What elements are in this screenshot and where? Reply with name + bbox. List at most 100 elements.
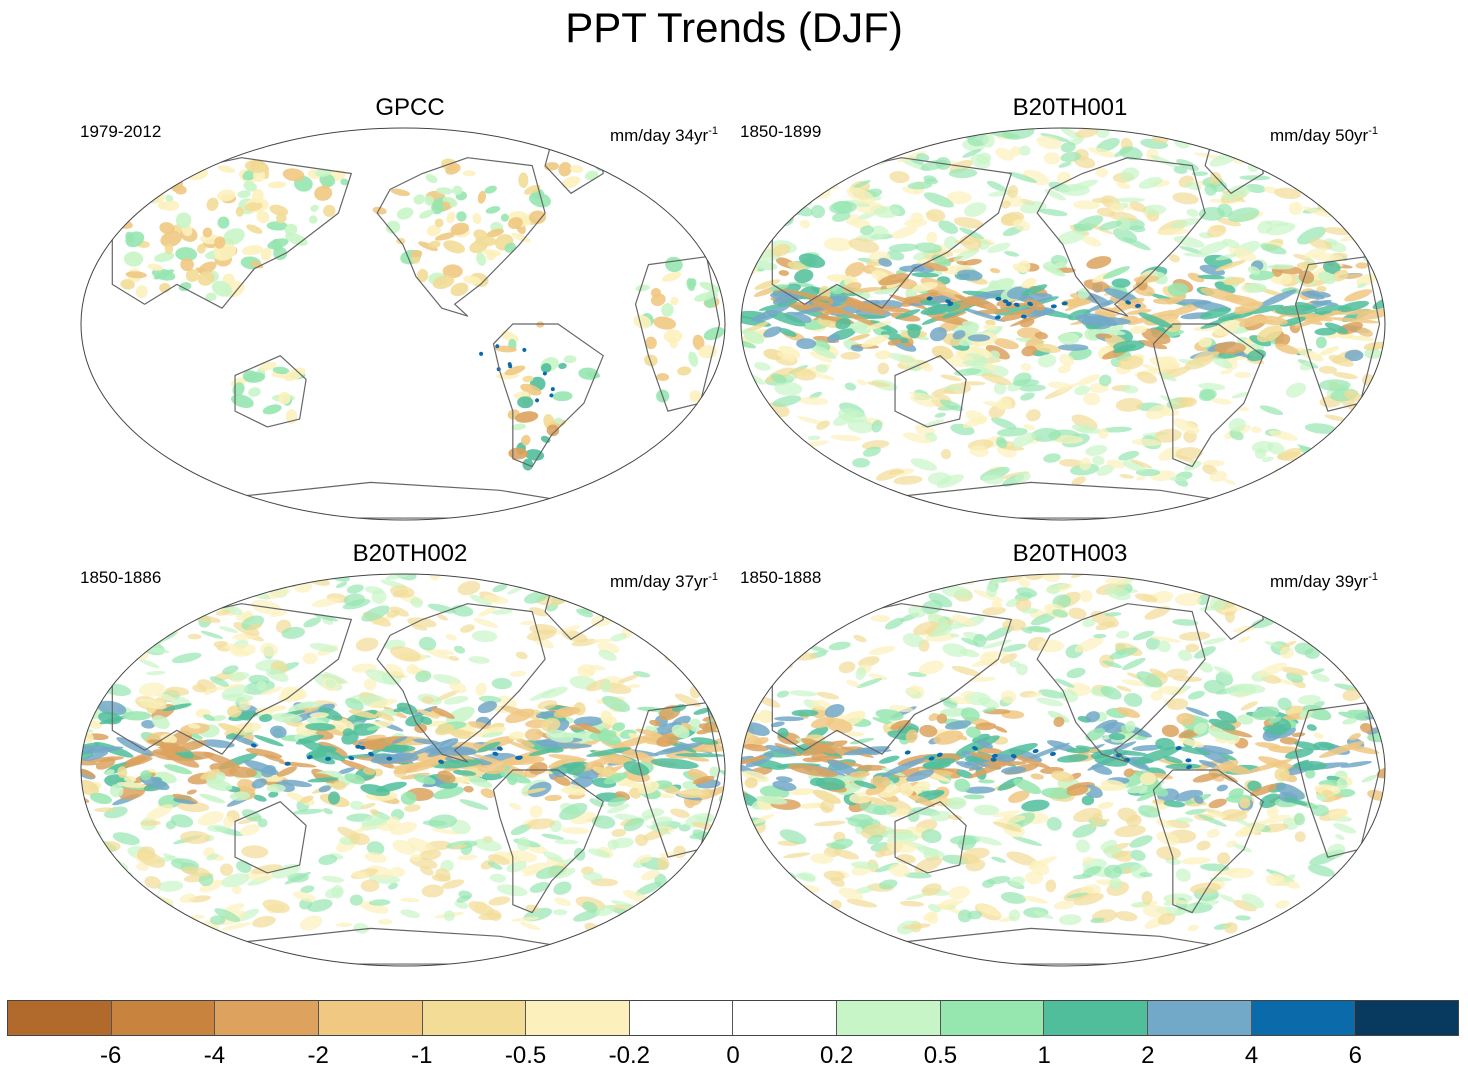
trend-patch	[1209, 597, 1225, 611]
trend-patch	[1044, 265, 1066, 277]
trend-patch	[157, 201, 168, 210]
colorbar-swatch	[526, 1001, 630, 1035]
panel-title: B20TH002	[352, 540, 468, 567]
trend-patch	[1203, 679, 1226, 694]
trend-patch	[1259, 405, 1284, 416]
trend-patch	[1114, 197, 1146, 203]
trend-patch	[744, 777, 758, 789]
trend-patch	[1275, 900, 1290, 909]
trend-patch	[677, 366, 692, 376]
trend-patch	[1357, 192, 1385, 200]
trend-patch	[591, 815, 616, 829]
trend-patch	[806, 598, 819, 604]
trend-patch	[1057, 364, 1072, 374]
trend-patch	[1109, 647, 1138, 660]
trend-patch	[1366, 620, 1385, 635]
trend-patch	[799, 219, 811, 229]
trend-patch	[780, 144, 805, 159]
trend-patch	[1056, 754, 1089, 763]
trend-patch	[1298, 270, 1315, 284]
trend-patch	[1208, 759, 1239, 776]
trend-patch	[310, 204, 319, 212]
trend-patch	[199, 793, 226, 804]
trend-patch	[953, 248, 980, 262]
trend-patch	[957, 269, 983, 281]
trend-patch	[936, 752, 943, 757]
trend-patch	[259, 361, 277, 371]
trend-patch	[1208, 798, 1227, 809]
trend-patch	[936, 713, 948, 724]
trend-patch	[1223, 187, 1252, 201]
trend-patch	[111, 905, 124, 919]
trend-patch	[321, 875, 345, 883]
trend-patch	[1173, 165, 1188, 174]
trend-patch	[891, 225, 918, 239]
trend-patch	[1309, 238, 1333, 250]
trend-patch	[799, 872, 816, 881]
trend-patch	[1000, 200, 1011, 209]
trend-patch	[424, 195, 434, 206]
trend-patch	[152, 594, 169, 602]
trend-patch	[139, 658, 160, 669]
trend-patch	[1095, 167, 1109, 178]
trend-patch	[1200, 863, 1230, 872]
trend-patch	[1350, 894, 1363, 900]
trend-patch	[98, 920, 122, 934]
trend-patch	[368, 751, 374, 757]
trend-patch	[1316, 793, 1327, 802]
trend-patch	[1021, 284, 1048, 296]
trend-patch	[352, 871, 368, 879]
trend-patch	[888, 705, 914, 712]
trend-patch	[487, 854, 510, 866]
trend-patch	[857, 142, 869, 153]
trend-patch	[940, 374, 962, 382]
trend-patch	[623, 817, 645, 832]
trend-patch	[1280, 666, 1309, 676]
trend-patch	[1057, 344, 1089, 351]
trend-patch	[1165, 763, 1201, 770]
trend-patch	[690, 636, 702, 642]
trend-patch	[136, 863, 149, 871]
trend-patch	[1202, 900, 1220, 906]
trend-patch	[211, 715, 227, 722]
trend-patch	[431, 200, 444, 215]
trend-patch	[429, 574, 440, 581]
trend-patch	[1349, 889, 1374, 901]
trend-patch	[832, 201, 853, 213]
trend-patch	[244, 201, 263, 212]
trend-patch	[1173, 235, 1205, 248]
trend-patch	[1339, 206, 1354, 214]
trend-patch	[576, 608, 594, 618]
trend-patch	[741, 918, 756, 931]
trend-patch	[443, 240, 465, 254]
trend-patch	[1291, 732, 1306, 737]
trend-patch	[922, 262, 949, 272]
colorbar-tick-label: 0.5	[923, 1042, 958, 1069]
trend-patch	[1075, 839, 1091, 853]
trend-patch	[1334, 615, 1365, 627]
trend-patch	[865, 128, 888, 137]
trend-patch	[811, 755, 841, 761]
trend-patch	[523, 787, 546, 794]
trend-patch	[821, 617, 833, 627]
trend-patch	[1108, 211, 1138, 222]
trend-patch	[171, 652, 202, 664]
trend-patch	[348, 755, 355, 761]
trend-patch	[1378, 598, 1385, 603]
coastline-southAmerica	[1152, 323, 1264, 468]
trend-patch	[162, 615, 184, 627]
trend-patch	[873, 206, 901, 218]
trend-patch	[1156, 846, 1182, 860]
trend-patch	[256, 680, 267, 691]
trend-patch	[1102, 660, 1122, 668]
trend-patch	[421, 884, 444, 898]
trend-patch	[180, 258, 194, 272]
trend-patch	[970, 345, 993, 357]
trend-patch	[1119, 146, 1143, 161]
trend-patch	[1191, 171, 1209, 176]
trend-patch	[1363, 893, 1385, 906]
trend-patch	[217, 216, 230, 229]
trend-patch	[1275, 343, 1299, 355]
coastline-australia	[234, 355, 307, 428]
trend-patch	[217, 584, 248, 597]
